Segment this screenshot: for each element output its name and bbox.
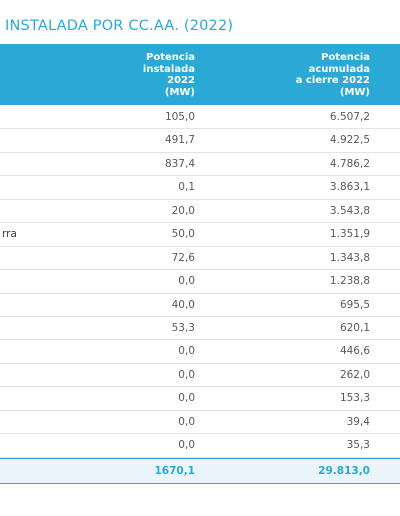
table-row: 837,4 4.786,2 xyxy=(0,153,400,177)
table-title: INSTALADA POR CC.AA. (2022) xyxy=(5,18,234,34)
title-divider xyxy=(0,44,400,45)
accumulated-value: 4.786,2 xyxy=(329,157,370,170)
accumulated-value: 6.507,2 xyxy=(329,111,370,123)
table-row: 72,6 1.343,8 xyxy=(0,247,400,271)
table-row: 0,0 1.238,8 xyxy=(0,270,400,294)
accumulated-value: 3.543,8 xyxy=(329,204,370,217)
accumulated-value: 262,0 xyxy=(339,368,370,381)
installed-value: 491,7 xyxy=(164,134,195,147)
table-row: 105,0 6.507,2 xyxy=(0,106,400,130)
installed-value: 0,0 xyxy=(178,345,195,358)
table-header: Potencia instalada 2022 (MW) Potencia ac… xyxy=(0,45,400,105)
accumulated-value: 39,4 xyxy=(346,415,370,428)
installed-value: 53,3 xyxy=(171,321,195,334)
header-installed-2022: Potencia instalada 2022 (MW) xyxy=(142,52,195,98)
installed-value: 0,0 xyxy=(178,415,195,428)
installed-value: 837,4 xyxy=(164,157,195,170)
table-row: rra 50,0 1.351,9 xyxy=(0,223,400,247)
table-row: 0,0 39,4 xyxy=(0,411,400,435)
table-row: 40,0 695,5 xyxy=(0,294,400,317)
table-row: 0,0 153,3 xyxy=(0,387,400,411)
table-row: 0,0 262,0 xyxy=(0,364,400,388)
accumulated-value: 695,5 xyxy=(339,298,370,311)
installed-value: 0,0 xyxy=(178,368,195,381)
total-accumulated: 29.813,0 xyxy=(318,465,370,477)
table-row: 0,1 3.863,1 xyxy=(0,176,400,200)
total-installed: 1670,1 xyxy=(154,465,195,477)
accumulated-value: 1.343,8 xyxy=(329,251,370,264)
accumulated-value: 1.351,9 xyxy=(329,228,370,241)
table-body: 105,0 6.507,2 491,7 4.922,5 837,4 4.786,2 0,1 3… xyxy=(0,106,400,481)
accumulated-value: 4.922,5 xyxy=(329,134,370,147)
accumulated-value: 446,6 xyxy=(339,345,370,358)
installed-value: 0,0 xyxy=(178,439,195,452)
installed-value: 0,1 xyxy=(178,181,195,194)
installed-value: 40,0 xyxy=(171,298,195,311)
installed-value: 0,0 xyxy=(178,275,195,288)
accumulated-value: 620,1 xyxy=(339,321,370,334)
region-name: rra xyxy=(2,228,17,241)
installed-value: 50,0 xyxy=(171,228,195,241)
accumulated-value: 1.238,8 xyxy=(329,275,370,288)
header-accumulated-2022: Potencia acumulada a cierre 2022 (MW) xyxy=(295,52,370,98)
installed-value: 105,0 xyxy=(164,111,195,123)
accumulated-value: 35,3 xyxy=(346,439,370,452)
accumulated-value: 3.863,1 xyxy=(329,181,370,194)
table-row: 53,3 620,1 xyxy=(0,317,400,341)
installed-value: 20,0 xyxy=(171,204,195,217)
total-row: 1670,1 29.813,0 xyxy=(0,458,400,484)
installed-value: 72,6 xyxy=(171,251,195,264)
table-row: 0,0 35,3 xyxy=(0,434,400,458)
table-row: 0,0 446,6 xyxy=(0,340,400,364)
table-row: 491,7 4.922,5 xyxy=(0,129,400,153)
table-row: 20,0 3.543,8 xyxy=(0,200,400,224)
installed-value: 0,0 xyxy=(178,392,195,405)
accumulated-value: 153,3 xyxy=(339,392,370,405)
